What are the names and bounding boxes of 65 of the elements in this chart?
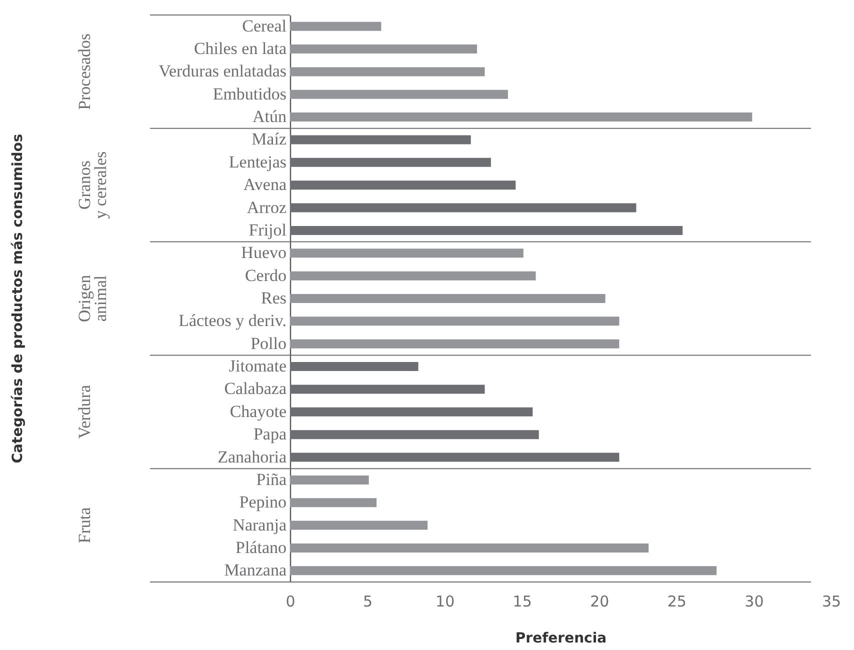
bar <box>290 475 369 484</box>
bar <box>290 520 428 530</box>
y-tick-label: Frijol <box>248 220 287 240</box>
x-tick-label: 30 <box>744 592 764 610</box>
y-tick-label: Pollo <box>250 334 286 353</box>
y-tick-label: Jitomate <box>228 356 286 376</box>
bar <box>290 22 382 31</box>
bar <box>290 498 377 508</box>
x-axis-title: Preferencia <box>515 630 607 646</box>
y-tick-label: Papa <box>253 424 287 444</box>
bar <box>290 362 418 372</box>
x-tick-label: 10 <box>436 592 455 610</box>
text: Granos y cereales <box>75 151 110 219</box>
bar <box>290 203 636 212</box>
y-tick-label: Cerdo <box>244 266 286 285</box>
y-tick-label: Res <box>261 288 286 308</box>
x-tick-label: 20 <box>590 592 610 610</box>
bar <box>290 543 649 552</box>
x-tick-label: 35 <box>822 592 842 610</box>
y-tick-label: Chiles en lata <box>194 39 287 58</box>
x-tick-label: 0 <box>286 592 296 610</box>
bar <box>290 158 491 167</box>
y-tick-label: Arroz <box>246 198 287 217</box>
text: Origen animal <box>75 274 110 322</box>
y-tick-label: Plátano <box>236 538 286 557</box>
bar <box>290 452 620 462</box>
y-tick-label: Huevo <box>241 243 286 262</box>
bar <box>290 90 508 99</box>
bar <box>290 407 533 416</box>
y-tick-label: Piña <box>256 470 287 489</box>
bar <box>290 316 620 326</box>
y-tick-label: Avena <box>243 175 287 194</box>
text: Procesados <box>75 33 94 110</box>
y-tick-label: Chayote <box>230 402 286 421</box>
bar <box>290 112 752 122</box>
bar <box>290 180 516 190</box>
bar <box>290 294 606 303</box>
x-tick-label: 5 <box>363 592 373 610</box>
text: Verdura <box>75 384 94 439</box>
y-tick-label: Cereal <box>242 16 287 36</box>
text: Categorías de productos más consumidos <box>10 134 26 464</box>
bar <box>290 67 485 76</box>
y-tick-label: Atún <box>252 107 287 126</box>
y-tick-label: Verduras enlatadas <box>158 62 286 81</box>
bar <box>290 339 620 348</box>
y-tick-label: Maíz <box>252 130 287 149</box>
bar <box>290 384 485 394</box>
x-tick-label: 25 <box>667 592 686 610</box>
y-tick-label: Naranja <box>232 515 287 534</box>
bar <box>290 44 478 54</box>
bar <box>290 135 471 144</box>
bar <box>290 430 539 440</box>
bar <box>290 248 524 258</box>
bar <box>290 566 717 576</box>
bar <box>290 271 536 280</box>
y-tick-label: Lácteos y deriv. <box>178 311 286 330</box>
x-tick-label: 15 <box>512 592 532 610</box>
y-tick-label: Embutidos <box>212 84 286 104</box>
y-tick-label: Zanahoria <box>218 447 287 466</box>
y-tick-label: Pepino <box>239 492 286 512</box>
text: Fruta <box>75 506 94 544</box>
bar <box>290 226 683 235</box>
y-tick-label: Lentejas <box>228 152 286 172</box>
y-tick-label: Manzana <box>224 560 287 580</box>
y-tick-label: Calabaza <box>224 379 287 398</box>
